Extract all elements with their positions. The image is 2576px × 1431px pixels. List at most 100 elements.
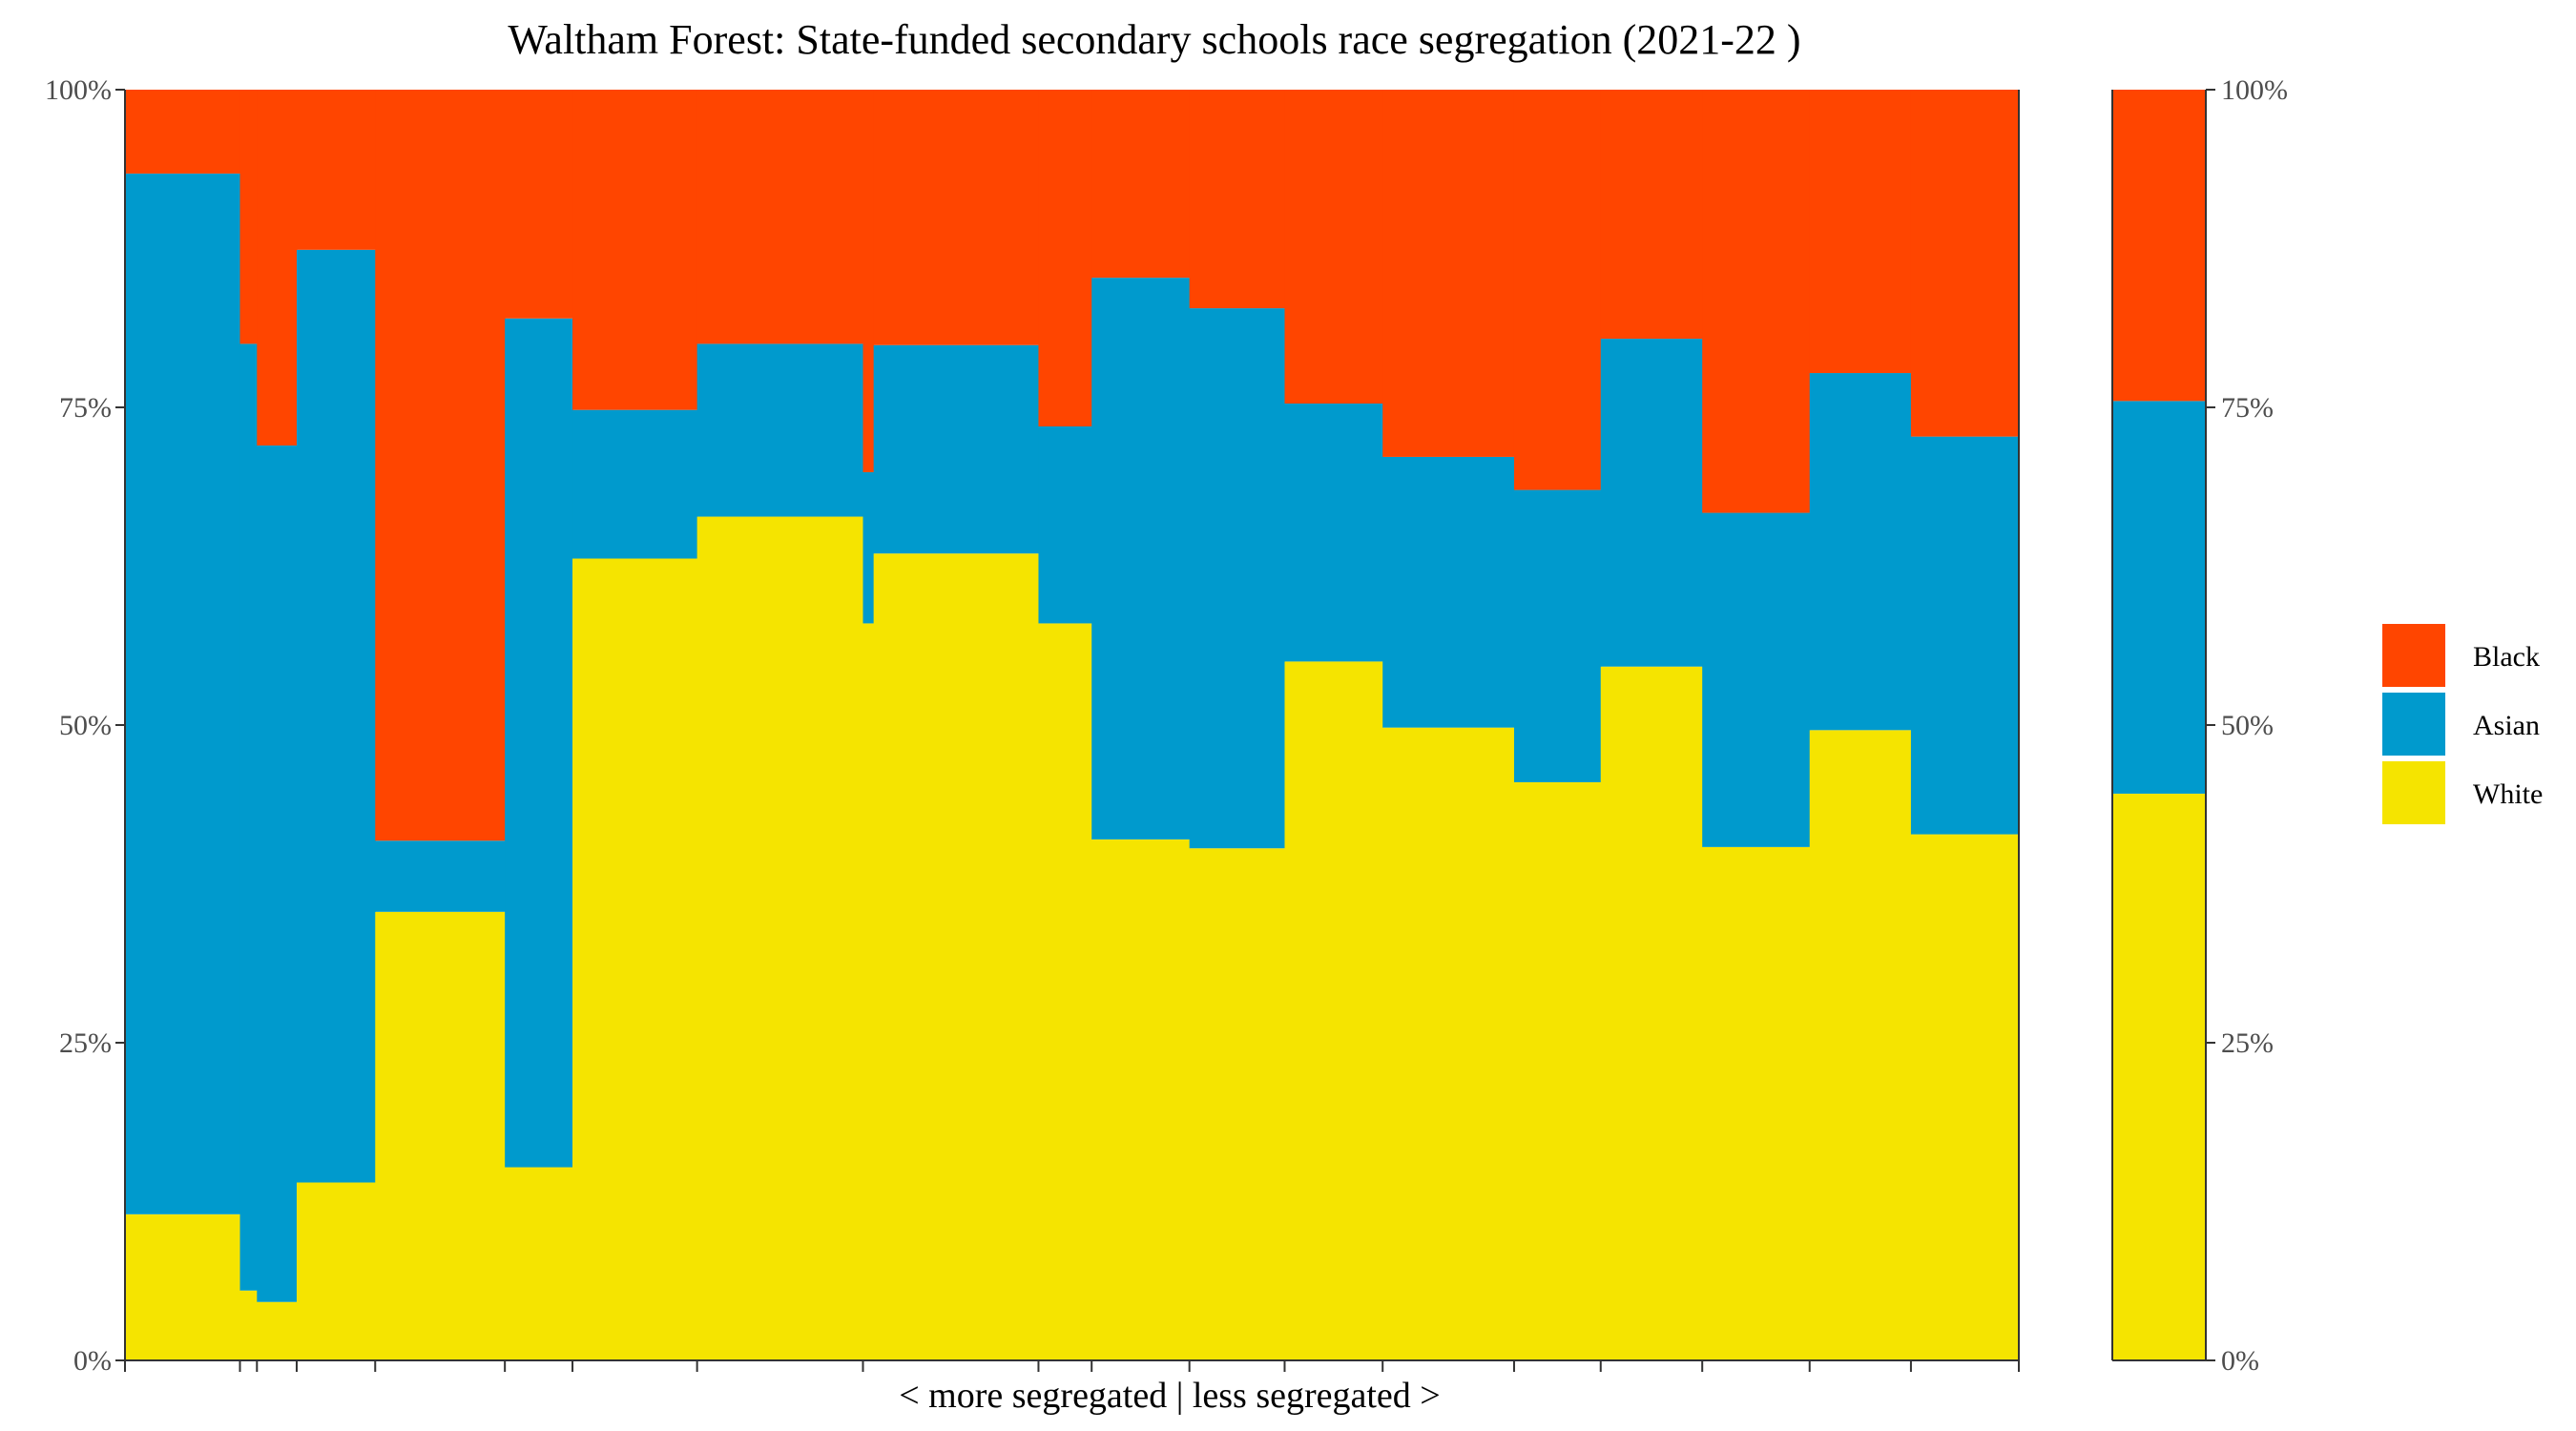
x-axis-label: < more segregated | less segregated > — [899, 1376, 1440, 1416]
legend-item: White — [2382, 761, 2543, 824]
bar-segment-white — [296, 1182, 376, 1360]
bar-segment-white — [375, 911, 506, 1360]
bar-segment-white — [572, 558, 698, 1360]
school-bar — [1702, 90, 1811, 1360]
bar-segment-asian — [696, 343, 864, 517]
bar-segment-asian — [1809, 373, 1912, 731]
bar-segment-white — [1038, 623, 1092, 1360]
bar-segment-asian — [1091, 278, 1191, 840]
school-bar — [1600, 90, 1703, 1360]
school-bar — [1284, 90, 1383, 1360]
bar-segment-white — [257, 1301, 298, 1360]
school-bar — [1091, 90, 1191, 1360]
total-segment-white — [2112, 793, 2206, 1360]
total-bars — [2112, 90, 2206, 1360]
bar-segment-black — [1600, 90, 1703, 340]
bar-segment-white — [1809, 730, 1912, 1360]
school-bar — [296, 90, 376, 1360]
bar-segment-black — [1513, 90, 1602, 490]
legend: Black Asian White — [2382, 624, 2543, 824]
school-bar — [375, 90, 506, 1360]
legend-swatch — [2382, 761, 2445, 824]
bar-segment-white — [1702, 846, 1811, 1360]
school-bar — [257, 90, 298, 1360]
school-bar — [862, 90, 875, 1360]
bar-segment-black — [1189, 90, 1286, 309]
school-bar — [1382, 90, 1515, 1360]
legend-item: Black — [2382, 624, 2540, 687]
bar-segment-black — [1702, 90, 1811, 513]
bar-segment-black — [239, 90, 258, 344]
school-bar — [1809, 90, 1912, 1360]
bar-segment-white — [1189, 848, 1286, 1360]
bar-segment-black — [1038, 90, 1092, 426]
bar-segment-black — [1284, 90, 1383, 404]
total-segment-asian — [2112, 401, 2206, 794]
bar-segment-white — [1600, 666, 1703, 1360]
school-bar — [1910, 90, 2020, 1360]
total-segment-black — [2112, 90, 2206, 402]
school-bar — [125, 90, 241, 1360]
bar-segment-white — [1513, 781, 1602, 1360]
bar-segment-asian — [1910, 436, 2020, 835]
bar-segment-black — [505, 90, 573, 319]
school-bar — [572, 90, 698, 1360]
school-bar — [1038, 90, 1092, 1360]
main-bars — [125, 90, 2020, 1360]
bar-segment-black — [1809, 90, 1912, 374]
bar-segment-asian — [375, 840, 506, 912]
bar-segment-black — [1910, 90, 2020, 437]
bar-segment-asian — [873, 344, 1040, 554]
school-bar — [1189, 90, 1286, 1360]
y-tick-label-left: 25% — [59, 1027, 112, 1059]
y-tick-label-left: 75% — [59, 392, 112, 424]
bar-segment-white — [1284, 661, 1383, 1360]
bar-segment-black — [375, 90, 506, 841]
bar-segment-white — [505, 1167, 573, 1360]
school-bar — [505, 90, 573, 1360]
y-tick-label-right: 75% — [2221, 392, 2274, 424]
bar-segment-black — [125, 90, 241, 174]
bar-segment-white — [1382, 727, 1515, 1360]
legend-label: White — [2473, 778, 2543, 810]
legend-label: Black — [2473, 641, 2540, 673]
bar-segment-black — [1382, 90, 1515, 457]
school-bar — [239, 90, 258, 1360]
axes: 0% 0% 25% 25% 50% 50% 75% 75% 100% 100% — [45, 74, 2288, 1377]
bar-segment-white — [696, 516, 864, 1360]
bar-segment-asian — [572, 409, 698, 559]
bar-segment-asian — [862, 471, 875, 624]
legend-label: Asian — [2473, 710, 2540, 741]
bar-segment-white — [873, 553, 1040, 1360]
bar-segment-asian — [239, 343, 258, 1291]
bar-segment-asian — [1038, 425, 1092, 624]
bar-segment-asian — [1600, 339, 1703, 667]
bar-segment-white — [862, 623, 875, 1360]
y-tick-label-right: 0% — [2221, 1345, 2259, 1377]
bar-segment-black — [696, 90, 864, 344]
bar-segment-black — [296, 90, 376, 250]
bar-segment-white — [125, 1213, 241, 1360]
school-bar — [1513, 90, 1602, 1360]
bar-segment-white — [239, 1290, 258, 1360]
bar-segment-asian — [1284, 404, 1383, 662]
bar-segment-black — [873, 90, 1040, 345]
school-bar — [696, 90, 864, 1360]
chart-title: Waltham Forest: State-funded secondary s… — [508, 16, 1800, 63]
y-tick-label-left: 50% — [59, 710, 112, 741]
legend-swatch — [2382, 624, 2445, 687]
school-bar — [873, 90, 1040, 1360]
bar-segment-white — [1910, 834, 2020, 1360]
bar-segment-black — [1091, 90, 1191, 279]
bar-segment-black — [572, 90, 698, 410]
y-tick-label-left: 0% — [73, 1345, 112, 1377]
y-tick-label-right: 50% — [2221, 710, 2274, 741]
bar-segment-asian — [1382, 456, 1515, 728]
y-tick-label-right: 25% — [2221, 1027, 2274, 1059]
legend-swatch — [2382, 693, 2445, 756]
bar-segment-black — [257, 90, 298, 446]
bar-segment-asian — [125, 173, 241, 1214]
bar-segment-asian — [1189, 308, 1286, 849]
